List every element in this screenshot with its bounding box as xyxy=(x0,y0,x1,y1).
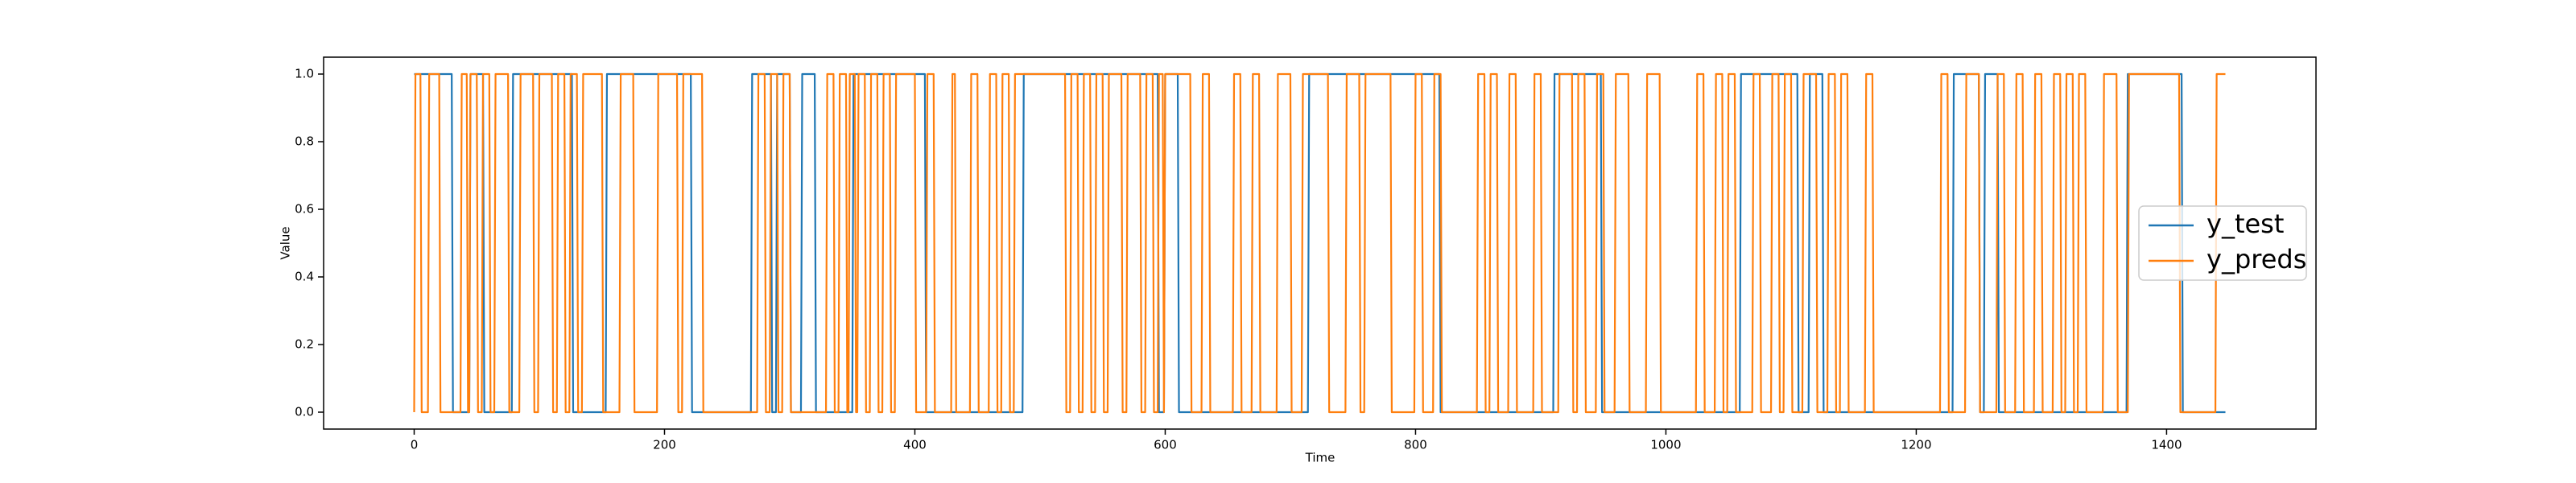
x-axis-label: Time xyxy=(1305,451,1335,465)
legend-label: y_test xyxy=(2207,208,2284,239)
x-tick-label: 1400 xyxy=(2151,438,2182,452)
x-tick-label: 200 xyxy=(653,438,676,452)
x-tick-label: 400 xyxy=(903,438,927,452)
y-tick-label: 1.0 xyxy=(295,67,314,81)
legend-label: y_preds xyxy=(2207,244,2306,275)
x-tick-label: 0 xyxy=(411,438,419,452)
y-tick-label: 0.0 xyxy=(295,405,314,419)
plot-frame xyxy=(323,56,2317,430)
series-line xyxy=(414,72,2226,414)
legend: y_test y_preds xyxy=(2138,205,2307,281)
x-tick-label: 800 xyxy=(1404,438,1427,452)
y-tick-label: 0.2 xyxy=(295,337,314,352)
y-axis-label: Value xyxy=(279,226,293,259)
y-tick-label: 0.8 xyxy=(295,134,314,149)
x-tick-label: 600 xyxy=(1154,438,1177,452)
x-tick-label: 1000 xyxy=(1650,438,1681,452)
y-tick-label: 0.6 xyxy=(295,202,314,217)
x-tick-label: 1200 xyxy=(1901,438,1931,452)
series-line xyxy=(413,72,2226,414)
y-tick-label: 0.4 xyxy=(295,270,314,284)
